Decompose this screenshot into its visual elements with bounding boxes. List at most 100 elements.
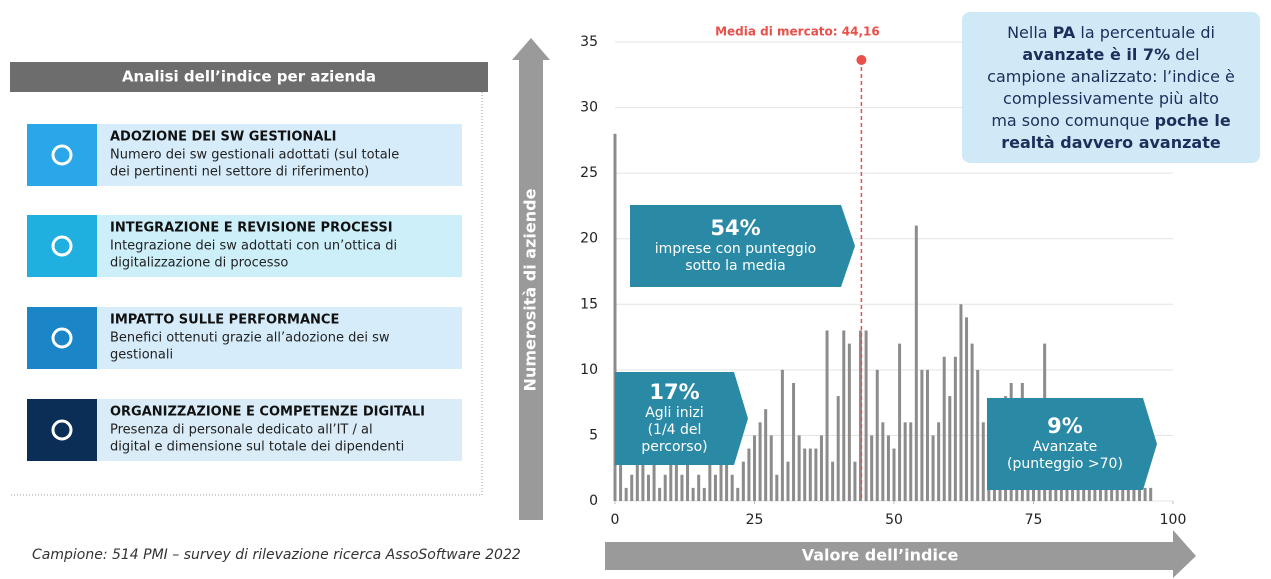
bar — [764, 409, 768, 501]
bar — [814, 448, 818, 501]
bar — [898, 343, 902, 501]
bar — [864, 330, 868, 501]
x-tick-label: 50 — [885, 512, 903, 528]
bar — [970, 343, 974, 501]
bar — [881, 422, 885, 501]
mean-label: Media di mercato: 44,16 — [715, 25, 880, 39]
bar — [708, 461, 712, 501]
item-icon-glyph — [51, 419, 73, 441]
plot: 0 5 10 15 20 25 30 35 0 25 50 75 100 Media di mercato… — [580, 25, 1186, 529]
bar — [953, 356, 957, 501]
info-line: realtà davvero avanzate — [1001, 133, 1221, 152]
callout-arrow — [615, 372, 748, 465]
x-tick-label: 75 — [1025, 512, 1043, 528]
mean-dot — [856, 55, 867, 65]
bar — [624, 487, 628, 501]
bar — [920, 369, 924, 501]
item-icon-glyph — [51, 327, 73, 349]
item-title: ORGANIZZAZIONE E COMPETENZE DIGITALI — [110, 405, 425, 420]
bar — [613, 133, 617, 502]
info-segment: la percentuale di — [1075, 23, 1215, 42]
info-line: campione analizzato: l’indice è — [987, 67, 1235, 86]
bar — [1149, 487, 1153, 501]
y-tick-label: 30 — [580, 100, 598, 116]
bar — [702, 487, 706, 501]
bar — [925, 369, 929, 501]
info-segment: poche le — [1155, 111, 1231, 130]
x-axis-arrow — [605, 530, 1196, 578]
item-bg — [97, 215, 462, 277]
panel-header-bg — [10, 62, 488, 92]
x-tick-label: 100 — [1160, 512, 1187, 528]
info-line: Nella PA la percentuale di — [1007, 23, 1215, 42]
panel-items: ADOZIONE DEI SW GESTIONALI Numero dei sw … — [27, 124, 462, 461]
bar — [1104, 487, 1108, 501]
callout-text: (punteggio >70) — [1007, 456, 1123, 472]
callout-headline: 17% — [649, 380, 699, 404]
bar — [959, 304, 963, 501]
callout-headline: 54% — [710, 216, 760, 240]
bar — [1143, 487, 1147, 501]
bar — [981, 422, 985, 501]
bar — [669, 461, 673, 501]
y-axis-title: Numerosità di aziende — [521, 188, 540, 391]
bar — [976, 369, 980, 501]
item-icon — [27, 307, 97, 369]
panel-border — [10, 92, 483, 496]
bar — [859, 330, 863, 501]
info-line: complessivamente più alto — [1003, 89, 1219, 108]
item-icon-glyph — [51, 144, 73, 166]
callout-text: percorso) — [641, 439, 707, 455]
bar — [819, 435, 823, 501]
callout-text: sotto la media — [685, 258, 785, 274]
y-tick-label: 15 — [580, 296, 598, 312]
item-title: ADOZIONE DEI SW GESTIONALI — [110, 130, 337, 145]
bar — [775, 474, 779, 501]
item-text: digitalizzazione di processo — [110, 256, 288, 271]
y-tick-label: 35 — [580, 34, 598, 50]
item-icon-glyph — [51, 235, 73, 257]
callout-headline: 9% — [1047, 414, 1083, 438]
bar — [909, 422, 913, 501]
bar — [691, 487, 695, 501]
callout-text: Avanzate — [1033, 439, 1098, 455]
bar — [875, 369, 879, 501]
bar — [697, 474, 701, 501]
panel-header: Analisi dell’indice per azienda — [122, 68, 376, 86]
bar — [797, 435, 801, 501]
bar — [965, 317, 969, 501]
item-text: Presenza di personale dedicato all’IT / … — [110, 423, 373, 438]
bar — [792, 382, 796, 501]
y-tick-label: 0 — [589, 493, 598, 509]
item-text: Numero dei sw gestionali adottati (sul t… — [110, 148, 399, 163]
info-text: Nella PA la percentuale di avanzate è il … — [987, 23, 1235, 152]
callout-text: imprese con punteggio — [655, 241, 816, 257]
bar — [942, 356, 946, 501]
bar — [780, 369, 784, 501]
bar — [635, 461, 639, 501]
item-text: dei pertinenti nel settore di riferiment… — [110, 165, 369, 180]
bar — [886, 435, 890, 501]
callout-arrow — [987, 398, 1157, 490]
info-segment: del — [1170, 45, 1200, 64]
bar — [758, 422, 762, 501]
bar — [652, 435, 656, 501]
bar — [674, 448, 678, 501]
bar — [870, 435, 874, 501]
item-icon — [27, 124, 97, 186]
bar — [753, 435, 756, 501]
bar — [842, 330, 846, 501]
bar — [803, 448, 807, 501]
bar — [892, 448, 896, 501]
bar — [786, 461, 790, 501]
bar — [831, 461, 835, 501]
info-segment: avanzate è il 7% — [1022, 45, 1170, 64]
footnote: Campione: 514 PMI – survey di rilevazion… — [32, 547, 521, 563]
y-tick-label: 5 — [589, 427, 598, 443]
bar — [719, 448, 723, 501]
y-axis-arrow — [512, 38, 550, 520]
bar — [1132, 487, 1136, 501]
y-tick-label: 20 — [580, 231, 598, 247]
item-icon — [27, 399, 97, 461]
